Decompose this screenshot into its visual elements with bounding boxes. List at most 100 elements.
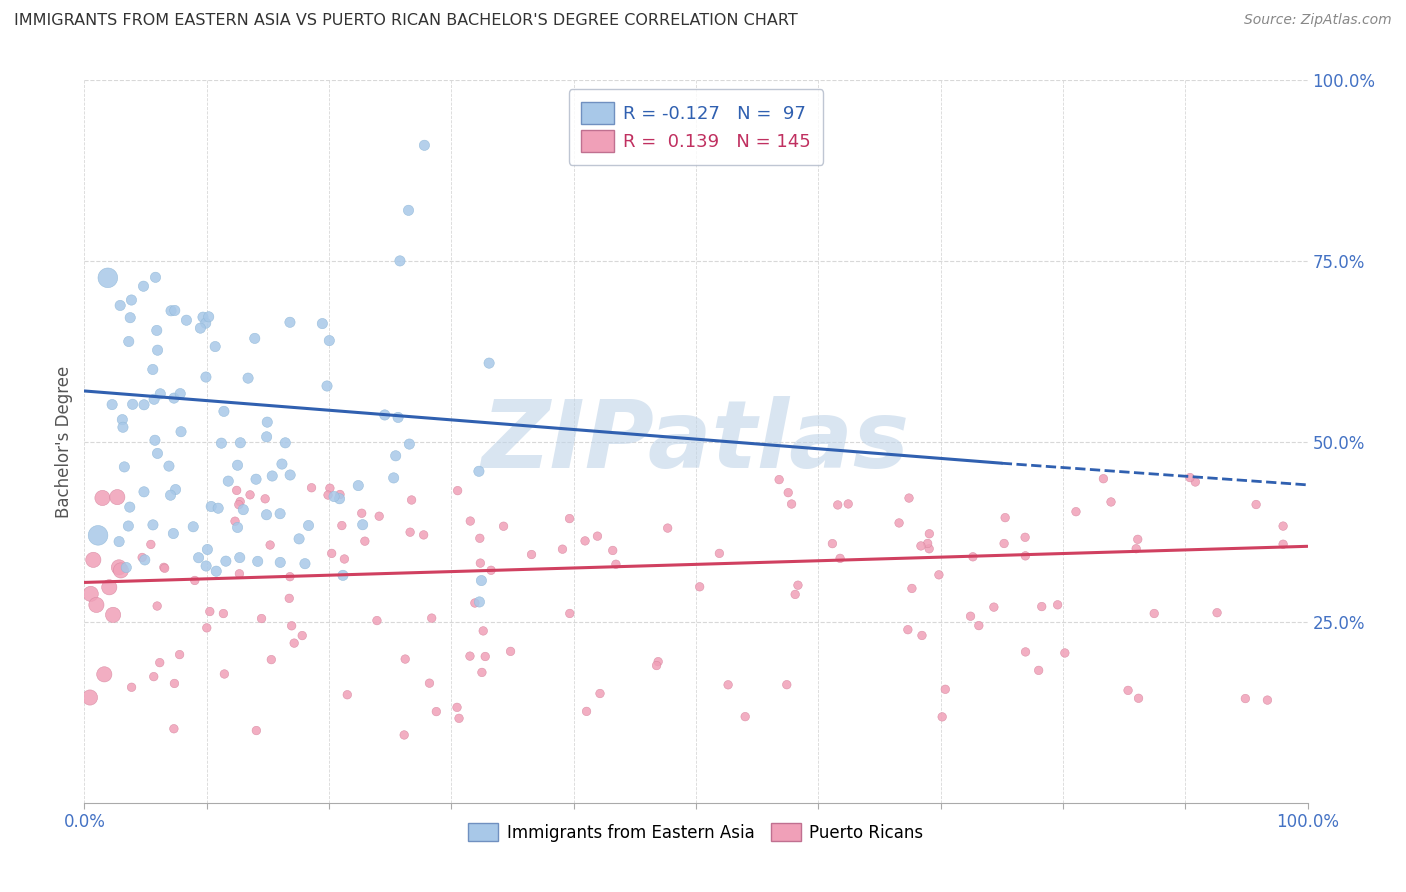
Point [1031,599,1053,614]
Point [1272,519,1295,533]
Point [101,607,124,622]
Point [472,624,495,638]
Point [108,560,131,574]
Point [928,567,950,582]
Point [121,680,143,694]
Point [288,532,311,546]
Point [142,517,165,532]
Point [98,580,121,594]
Point [229,435,252,450]
Point [328,491,350,506]
Point [785,587,807,601]
Point [278,315,301,329]
Point [246,554,269,568]
Text: Source: ZipAtlas.com: Source: ZipAtlas.com [1244,13,1392,28]
Point [250,611,273,625]
Point [1014,549,1036,563]
Point [382,471,405,485]
Point [425,705,447,719]
Point [131,550,153,565]
Text: IMMIGRANTS FROM EASTERN ASIA VS PUERTO RICAN BACHELOR'S DEGREE CORRELATION CHART: IMMIGRANTS FROM EASTERN ASIA VS PUERTO R… [14,13,797,29]
Point [269,507,291,521]
Point [350,506,373,520]
Point [398,203,420,218]
Point [112,459,135,474]
Point [1126,533,1149,547]
Point [181,520,204,534]
Point [388,253,411,268]
Point [121,397,143,411]
Point [645,658,668,673]
Point [117,519,139,533]
Point [229,494,252,508]
Point [918,526,941,541]
Point [301,481,323,495]
Point [82,553,104,567]
Point [332,568,354,582]
Point [163,676,186,690]
Point [195,559,218,574]
Point [278,570,301,584]
Point [215,554,238,568]
Point [470,556,492,570]
Point [468,531,491,545]
Point [1256,693,1278,707]
Point [184,574,207,588]
Point [97,270,120,285]
Point [780,497,803,511]
Point [204,340,226,354]
Point [256,415,278,429]
Point [458,514,481,528]
Point [330,518,353,533]
Point [768,473,790,487]
Point [160,303,183,318]
Point [897,623,920,637]
Point [347,478,370,492]
Point [602,543,624,558]
Point [163,303,186,318]
Point [366,614,388,628]
Point [236,371,259,385]
Point [118,334,141,349]
Point [458,649,481,664]
Point [575,705,598,719]
Point [605,558,627,572]
Point [1092,472,1115,486]
Point [271,457,294,471]
Point [1272,537,1295,551]
Point [1143,607,1166,621]
Point [190,321,212,335]
Point [994,510,1017,524]
Point [1178,470,1201,484]
Point [447,711,470,725]
Point [776,678,799,692]
Point [197,310,219,324]
Point [239,488,262,502]
Point [384,449,406,463]
Point [558,607,581,621]
Point [321,546,343,560]
Point [134,553,156,567]
Point [212,607,235,621]
Point [420,611,443,625]
Point [256,508,278,522]
Point [256,430,278,444]
Point [336,688,359,702]
Point [191,310,214,325]
Point [412,528,434,542]
Point [229,550,252,565]
Point [468,464,491,478]
Point [1184,475,1206,489]
Point [394,652,416,666]
Point [115,560,138,574]
Point [142,362,165,376]
Point [142,670,165,684]
Point [163,722,186,736]
Point [163,391,186,405]
Point [709,546,731,560]
Point [1064,505,1087,519]
Point [352,517,374,532]
Point [821,536,844,550]
Point [214,667,236,681]
Point [132,484,155,499]
